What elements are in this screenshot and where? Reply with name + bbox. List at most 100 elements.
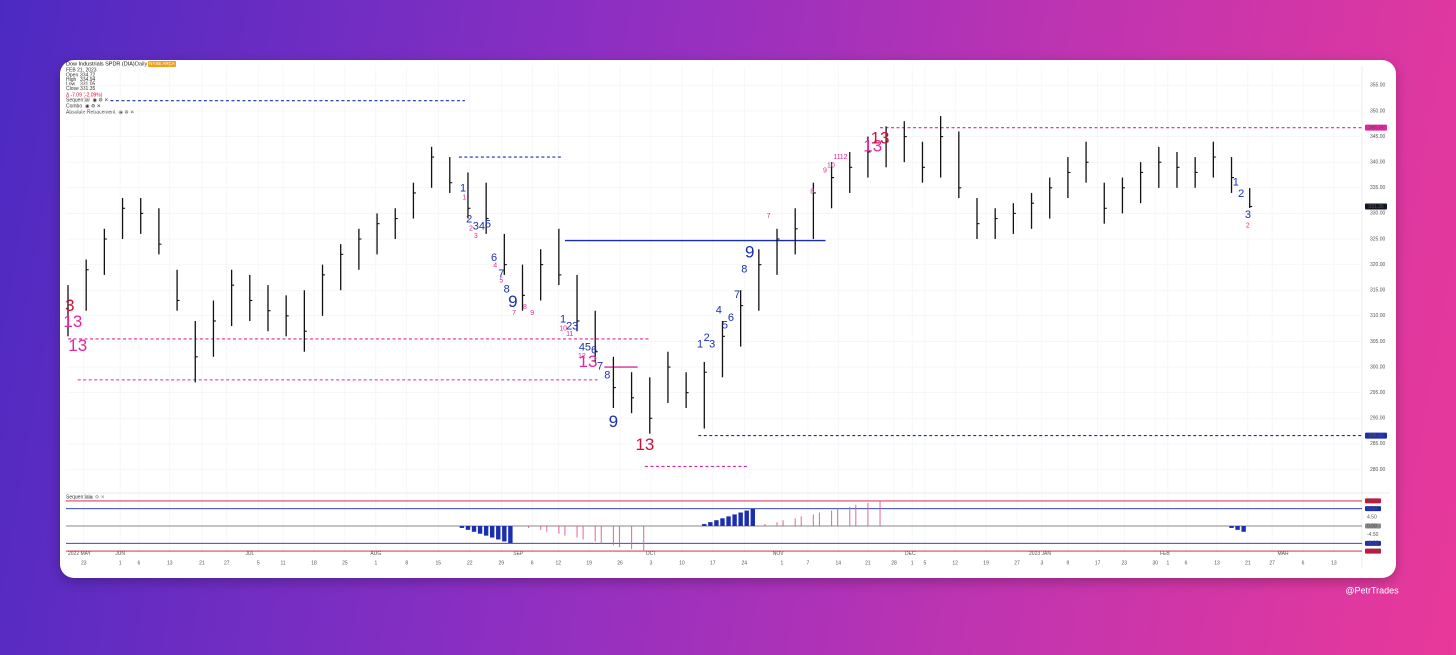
x-tick-label: 23 xyxy=(1121,560,1127,566)
sequential-count: 3 xyxy=(572,321,578,333)
x-tick-label: 9 xyxy=(1067,560,1070,566)
indicator-bar xyxy=(508,526,513,544)
x-tick-label: 1 xyxy=(1166,560,1169,566)
x-tick-label: 30 xyxy=(1152,560,1158,566)
legend-label: Close xyxy=(66,86,79,92)
indicator-bar xyxy=(831,510,833,526)
sequential-count: 10 xyxy=(559,326,567,333)
sequential-count: 1 xyxy=(697,338,703,350)
indicator-bar xyxy=(594,526,596,542)
y-tick-label: 320.00 xyxy=(1370,262,1386,268)
x-month-label: 2022 MAY xyxy=(68,551,92,557)
x-tick-label: 10 xyxy=(679,560,685,566)
x-month-label: FEB xyxy=(1160,551,1170,557)
indicator-bar xyxy=(612,526,614,546)
x-tick-label: 7 xyxy=(807,560,810,566)
x-tick-label: 6 xyxy=(531,560,534,566)
exchange-badge xyxy=(148,61,176,67)
sequential-count: 6 xyxy=(491,252,497,264)
sequential-count: 9 xyxy=(530,310,534,317)
price-tag-label: 286.62 xyxy=(1368,433,1384,439)
x-tick-label: 1 xyxy=(911,560,914,566)
y-tick-label: 300.00 xyxy=(1370,364,1386,370)
lower-tick-label: 0.00 xyxy=(1367,523,1377,529)
x-tick-label: 19 xyxy=(983,560,989,566)
price-tag xyxy=(1365,203,1387,210)
price-tag-label: 346.74 xyxy=(1368,125,1384,131)
x-tick-label: 17 xyxy=(710,560,716,566)
x-tick-label: 26 xyxy=(617,560,623,566)
y-tick-label: 310.00 xyxy=(1370,313,1386,319)
x-tick-label: 18 xyxy=(311,560,317,566)
y-tick-label: 340.00 xyxy=(1370,160,1386,166)
indicator-bar xyxy=(782,520,784,526)
indicator-bar xyxy=(702,524,707,526)
indicator-bar xyxy=(582,526,584,540)
sequential-count: 13 xyxy=(68,336,87,355)
sequential-count: 10 xyxy=(827,163,835,170)
y-tick-label: 305.00 xyxy=(1370,339,1386,345)
indicator-bar xyxy=(540,526,542,530)
indicator-icons: ◉ ⚙ ✕ xyxy=(85,103,101,109)
lower-tick-label: -4.50 xyxy=(1367,532,1379,538)
indicator-bar xyxy=(528,526,530,528)
sequential-count: 3 xyxy=(1245,209,1251,221)
indicator-name: Absolute Retracement xyxy=(66,109,116,115)
sequential-count: 7 xyxy=(597,360,603,372)
interval: Daily xyxy=(135,61,147,67)
sequential-count: 1 xyxy=(460,183,466,195)
indicator-bar xyxy=(855,504,857,526)
sequential-count: 13 xyxy=(863,136,882,155)
price-tag-label: 331.35 xyxy=(1368,204,1384,210)
sequential-count: 13 xyxy=(635,435,654,454)
sequential-count: 7 xyxy=(767,213,771,220)
x-tick-label: 25 xyxy=(342,560,348,566)
indicator-bar xyxy=(558,526,560,534)
x-tick-label: 21 xyxy=(865,560,871,566)
indicator-bar xyxy=(459,526,465,528)
sequential-count: 8 xyxy=(504,284,510,296)
indicator-bar xyxy=(564,526,566,536)
y-tick-label: 315.00 xyxy=(1370,288,1386,294)
sequential-count: 3 xyxy=(473,221,479,233)
y-tick-label: 350.00 xyxy=(1370,108,1386,114)
indicator-bar xyxy=(631,526,633,550)
x-month-label: OCT xyxy=(646,551,657,557)
y-tick-label: 290.00 xyxy=(1370,416,1386,422)
x-tick-label: 23 xyxy=(81,560,87,566)
x-tick-label: 1 xyxy=(374,560,377,566)
indicator-bar xyxy=(812,514,814,526)
x-tick-label: 27 xyxy=(1014,560,1020,566)
indicator-bar xyxy=(1241,526,1246,532)
lower-tag xyxy=(1365,548,1381,554)
legend-value: 331.05 xyxy=(80,81,96,87)
x-month-label: MAR xyxy=(1277,551,1289,557)
x-tick-label: 1 xyxy=(119,560,122,566)
x-tick-label: 22 xyxy=(467,560,473,566)
indicator-bar xyxy=(764,524,766,526)
indicator-bar xyxy=(738,512,743,526)
y-tick-label: 280.00 xyxy=(1370,467,1386,473)
sequential-count: 1 xyxy=(560,313,566,325)
y-tick-label: 335.00 xyxy=(1370,185,1386,191)
sequential-count: 4 xyxy=(579,342,585,354)
indicator-bar xyxy=(465,526,471,530)
indicator-icons: ◉ ⚙ ✕ xyxy=(93,97,109,103)
x-tick-label: 21 xyxy=(1245,560,1251,566)
x-tick-label: 28 xyxy=(891,560,897,566)
indicator-bar xyxy=(490,526,495,538)
sequential-count: 3 xyxy=(474,233,478,240)
x-tick-label: 3 xyxy=(1040,560,1043,566)
x-month-label: 2023 JAN xyxy=(1029,551,1051,557)
indicator-bar xyxy=(477,526,483,534)
sequential-count: 5 xyxy=(499,277,503,284)
sequential-count: 7 xyxy=(512,310,516,317)
indicator-bar xyxy=(1229,526,1234,528)
indicator-bar xyxy=(496,526,501,540)
x-tick-label: 5 xyxy=(923,560,926,566)
sequential-count: 2 xyxy=(566,321,572,333)
sequential-count: 9 xyxy=(508,292,517,311)
x-tick-label: 17 xyxy=(1095,560,1101,566)
